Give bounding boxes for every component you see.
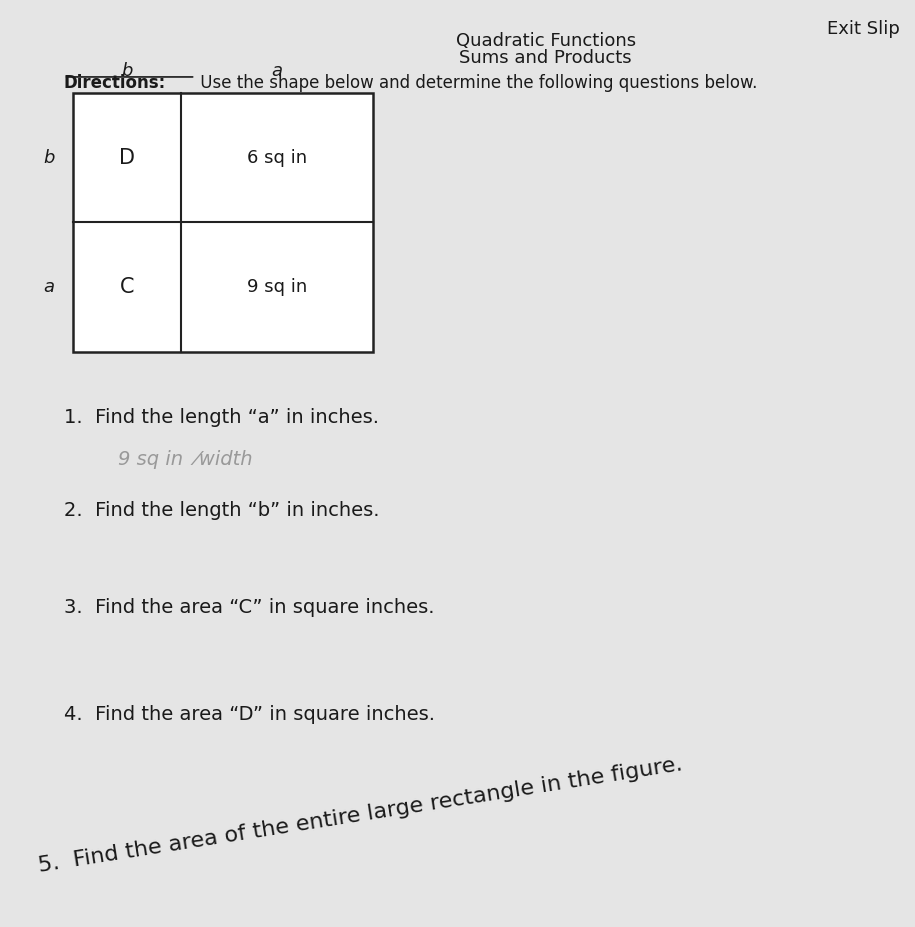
Text: Exit Slip: Exit Slip [827,20,900,38]
Bar [73,93,372,352]
Text: b: b [43,148,55,167]
Text: D: D [119,147,135,168]
Text: 3.  Find the area “C” in square inches.: 3. Find the area “C” in square inches. [64,598,434,616]
Text: a: a [44,278,55,297]
Text: 6 sq in: 6 sq in [247,148,307,167]
Text: Directions:: Directions: [64,74,166,92]
Text: 9 sq in  ⁄width: 9 sq in ⁄width [118,450,253,468]
Text: 2.  Find the length “b” in inches.: 2. Find the length “b” in inches. [64,501,379,519]
Text: Quadratic Functions: Quadratic Functions [456,32,636,50]
Text: 9 sq in: 9 sq in [247,278,307,297]
Text: C: C [120,277,134,298]
Text: Sums and Products: Sums and Products [459,49,632,67]
Text: 5.  Find the area of the entire large rectangle in the figure.: 5. Find the area of the entire large rec… [37,755,684,876]
Text: 4.  Find the area “D” in square inches.: 4. Find the area “D” in square inches. [64,705,435,723]
Text: 1.  Find the length “a” in inches.: 1. Find the length “a” in inches. [64,408,379,426]
Text: Use the shape below and determine the following questions below.: Use the shape below and determine the fo… [196,74,758,92]
Text: a: a [271,62,283,80]
Text: b: b [121,62,133,80]
